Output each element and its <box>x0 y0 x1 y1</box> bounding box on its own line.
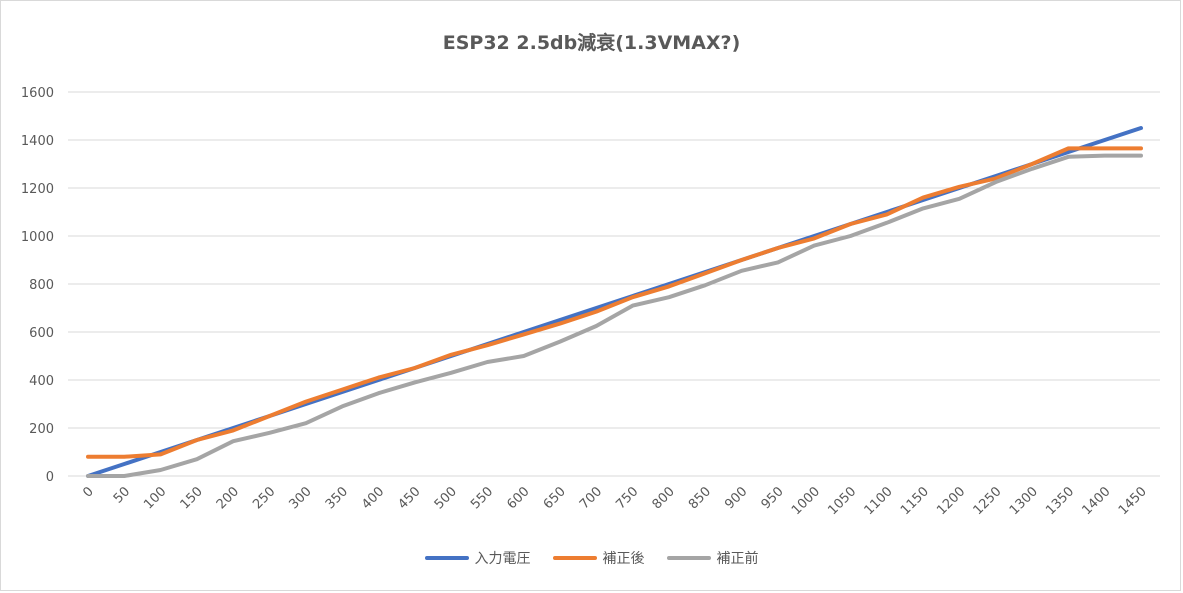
x-tick-label-1050: 1050 <box>825 484 859 518</box>
x-tick-label-450: 450 <box>395 484 423 512</box>
x-tick-label-200: 200 <box>214 484 242 512</box>
y-tick-label-1400: 1400 <box>21 134 54 149</box>
y-tick-label-1600: 1600 <box>21 86 54 101</box>
x-tick-label-750: 750 <box>613 484 641 512</box>
y-tick-label-1200: 1200 <box>21 182 54 197</box>
x-tick-label-350: 350 <box>323 484 351 512</box>
y-tick-label-1000: 1000 <box>21 230 54 245</box>
x-tick-label-950: 950 <box>759 484 787 512</box>
x-tick-label-850: 850 <box>686 484 714 512</box>
x-tick-label-400: 400 <box>359 484 387 512</box>
x-tick-label-150: 150 <box>178 484 206 512</box>
x-tick-label-0: 0 <box>80 484 96 500</box>
y-tick-label-800: 800 <box>29 278 54 293</box>
legend-item-series-2: 補正後 <box>552 548 645 568</box>
y-tick-label-400: 400 <box>29 374 54 389</box>
legend-label-series-2: 補正後 <box>602 551 645 567</box>
x-tick-label-250: 250 <box>250 484 278 512</box>
x-tick-label-550: 550 <box>468 484 496 512</box>
x-tick-label-900: 900 <box>722 484 750 512</box>
chart-title: ESP32 2.5db減衰(1.3VMAX?) <box>442 32 741 54</box>
legend-swatch-series-1 <box>424 556 469 560</box>
x-tick-label-700: 700 <box>577 484 605 512</box>
y-tick-label-0: 0 <box>46 470 54 485</box>
x-tick-label-650: 650 <box>541 484 569 512</box>
legend-swatch-series-3 <box>666 556 711 560</box>
x-tick-label-1250: 1250 <box>971 484 1005 518</box>
x-tick-label-500: 500 <box>432 484 460 512</box>
x-tick-label-800: 800 <box>650 484 678 512</box>
x-tick-label-1150: 1150 <box>898 484 932 518</box>
series-line-3 <box>86 153 1143 478</box>
x-tick-label-100: 100 <box>141 484 169 512</box>
legend-label-series-1: 入力電圧 <box>474 551 531 567</box>
x-tick-label-1300: 1300 <box>1007 484 1041 518</box>
legend-label-series-3: 補正前 <box>716 551 759 567</box>
x-tick-label-300: 300 <box>287 484 315 512</box>
x-tick-label-1000: 1000 <box>789 484 823 518</box>
legend: 入力電圧 補正後 補正前 <box>0 548 1183 568</box>
legend-item-series-1: 入力電圧 <box>424 548 531 568</box>
y-tick-label-600: 600 <box>29 326 54 341</box>
x-tick-label-1200: 1200 <box>934 484 968 518</box>
x-tick-label-600: 600 <box>504 484 532 512</box>
x-tick-label-1350: 1350 <box>1043 484 1077 518</box>
x-tick-label-1450: 1450 <box>1116 484 1150 518</box>
series-line-2 <box>86 146 1143 459</box>
y-tick-label-200: 200 <box>29 422 54 437</box>
x-tick-label-1100: 1100 <box>862 484 896 518</box>
legend-item-series-3: 補正前 <box>666 548 759 568</box>
x-tick-label-50: 50 <box>111 484 133 506</box>
legend-swatch-series-2 <box>552 556 597 560</box>
x-tick-label-1400: 1400 <box>1080 484 1114 518</box>
